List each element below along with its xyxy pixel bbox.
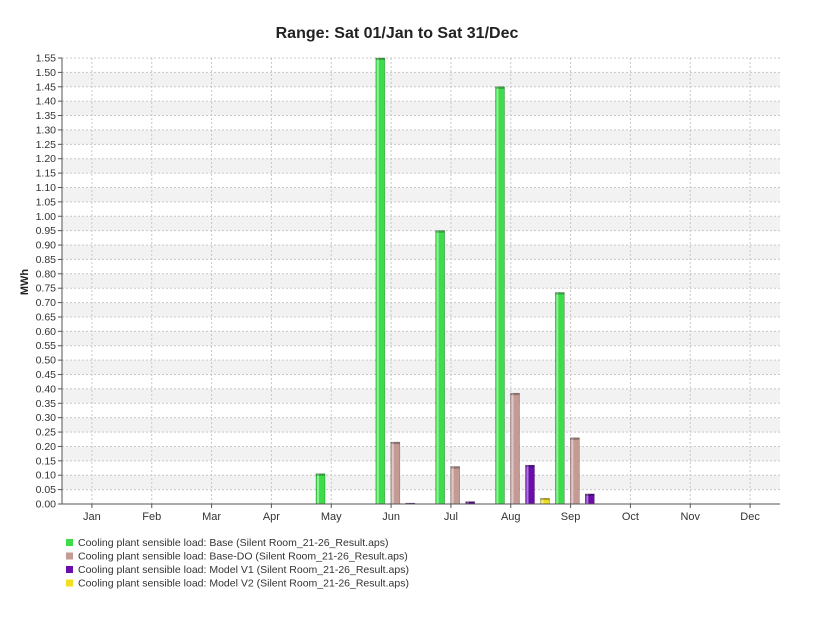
y-tick-label: 0.45 (36, 369, 57, 381)
grid-band (62, 475, 780, 490)
x-tick-label-feb: Feb (142, 511, 161, 523)
bar-1-aug (495, 86, 505, 505)
chart-title: Range: Sat 01/Jan to Sat 31/Dec (276, 25, 519, 42)
legend-label: Cooling plant sensible load: Model V1 (S… (78, 564, 409, 576)
legend-label: Cooling plant sensible load: Base (Silen… (78, 537, 389, 549)
y-tick-label: 1.10 (36, 182, 57, 194)
grid-band (62, 72, 780, 87)
bar-2-jul (450, 466, 460, 505)
y-tick-label: 0.10 (36, 470, 57, 482)
y-tick-label: 0.40 (36, 383, 57, 395)
y-tick-label: 0.65 (36, 311, 57, 323)
y-tick-label: 0.55 (36, 340, 57, 352)
y-tick-label: 1.15 (36, 168, 57, 180)
grid-band (62, 245, 780, 260)
y-tick-label: 0.80 (36, 268, 57, 280)
grid-band (62, 129, 780, 145)
y-tick-label: 0.70 (36, 297, 57, 309)
legend: Cooling plant sensible load: Base (Silen… (66, 537, 409, 590)
y-tick-label: 0.75 (36, 283, 57, 295)
y-tick-label: 0.90 (36, 240, 57, 252)
grid-band (62, 187, 780, 202)
grid-band (62, 302, 780, 317)
x-tick-label-apr: Apr (263, 511, 280, 523)
y-tick-label: 0.50 (36, 355, 57, 367)
grid-band (62, 273, 780, 289)
y-tick-label: 1.35 (36, 110, 57, 122)
legend-item-2: Cooling plant sensible load: Base-DO (Si… (66, 551, 408, 563)
grid-band (62, 446, 780, 461)
bar-1-jun (375, 57, 386, 505)
y-tick-label: 0.20 (36, 441, 57, 453)
x-tick-label-jun: Jun (382, 511, 400, 523)
bar-2-aug (510, 392, 520, 505)
x-tick-label-aug: Aug (501, 511, 521, 523)
y-tick-label: 1.00 (36, 211, 57, 223)
legend-item-4: Cooling plant sensible load: Model V2 (S… (66, 578, 409, 590)
y-tick-label: 0.30 (36, 412, 57, 424)
grid-band (62, 417, 780, 433)
y-tick-label: 0.00 (36, 499, 57, 511)
y-tick-label: 0.35 (36, 398, 57, 410)
legend-label: Cooling plant sensible load: Base-DO (Si… (78, 551, 408, 563)
y-tick-label: 1.45 (36, 81, 57, 93)
plot-area: 0.00 0.05 0.10 0.15 0.20 0.25 0.30 0.35 0.40 0.45… (36, 53, 780, 523)
y-tick-label: 0.85 (36, 254, 57, 266)
y-tick-label: 1.55 (36, 53, 57, 65)
x-tick-label-nov: Nov (680, 511, 700, 523)
bar-2-jun (390, 441, 401, 505)
legend-label: Cooling plant sensible load: Model V2 (S… (78, 578, 409, 590)
x-tick-label-mar: Mar (202, 511, 221, 523)
grid-band (62, 101, 780, 116)
y-tick-label: 0.25 (36, 427, 57, 439)
grid-band (62, 331, 780, 346)
y-tick-label: 1.50 (36, 67, 57, 79)
y-tick-label: 1.05 (36, 196, 57, 208)
y-tick-label: 1.30 (36, 124, 57, 136)
bar-2-sep (570, 437, 580, 505)
x-tick-label-may: May (321, 511, 342, 523)
x-tick-label-sep: Sep (561, 511, 581, 523)
x-tick-label-jul: Jul (444, 511, 458, 523)
grid-band (62, 158, 780, 174)
legend-swatch (66, 552, 73, 560)
legend-item-3: Cooling plant sensible load: Model V1 (S… (66, 564, 409, 576)
x-tick-label-dec: Dec (740, 511, 760, 523)
y-tick-label: 0.15 (36, 455, 57, 467)
y-tick-label: 1.25 (36, 139, 57, 151)
y-tick-label: 0.95 (36, 225, 57, 237)
grid-band (62, 216, 780, 231)
y-tick-label: 1.40 (36, 96, 57, 108)
bar-1-sep (555, 292, 565, 505)
bar-4-aug (540, 497, 550, 505)
y-tick-label: 0.60 (36, 326, 57, 338)
legend-swatch (66, 539, 73, 546)
x-tick-label-jan: Jan (83, 511, 101, 523)
y-tick-label: 1.20 (36, 153, 57, 165)
y-axis-label: MWh (19, 269, 31, 296)
grid-band (62, 388, 780, 404)
x-tick-label-oct: Oct (622, 511, 639, 523)
bar-3-aug (525, 464, 535, 505)
y-tick-label: 0.05 (36, 484, 57, 496)
bar-1-may (315, 473, 326, 505)
legend-item-1: Cooling plant sensible load: Base (Silen… (66, 537, 389, 549)
grid-band (62, 360, 780, 375)
bar-1-jul (435, 230, 445, 505)
legend-swatch (66, 579, 73, 587)
bar-3-sep (585, 493, 595, 505)
legend-swatch (66, 566, 73, 573)
